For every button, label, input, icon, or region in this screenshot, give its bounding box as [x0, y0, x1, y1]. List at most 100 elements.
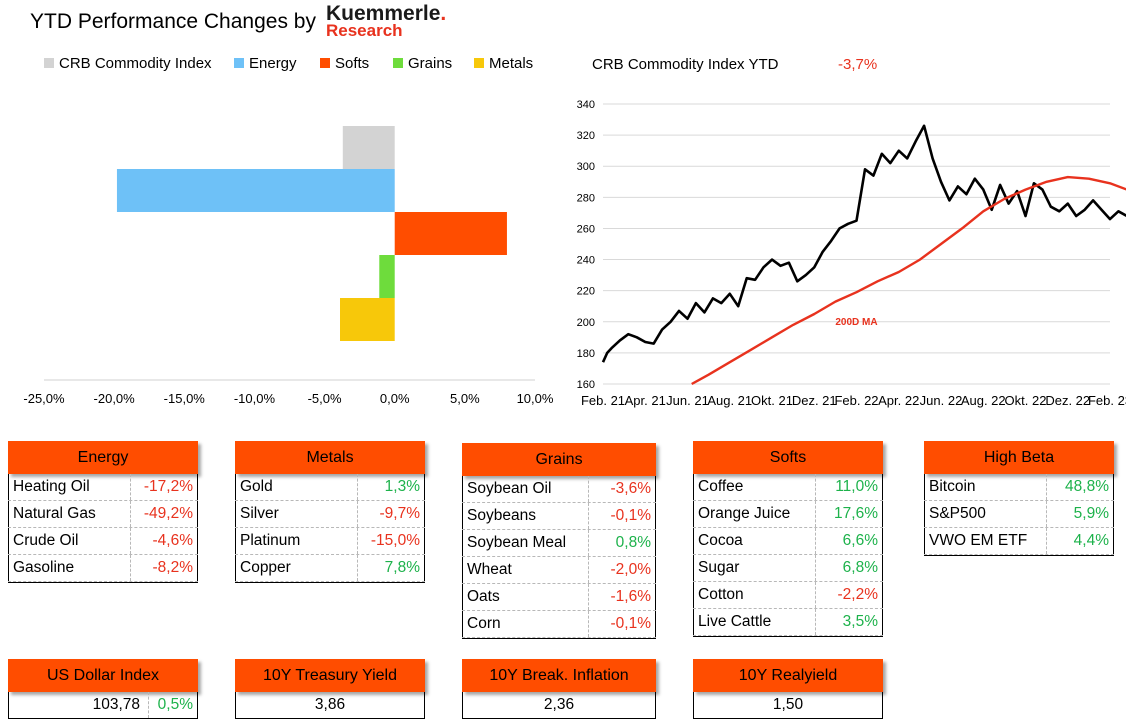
- row-name: VWO EM ETF: [924, 528, 1047, 554]
- crb-ytd-value: -3,7%: [838, 56, 878, 73]
- indicator-header: 10Y Treasury Yield: [235, 659, 425, 692]
- indicator-header: 10Y Realyield: [693, 659, 883, 692]
- row-value: -15,0%: [358, 528, 425, 554]
- metals-table: Metals Gold 1,3% Silver -9,7% Platinum -15,0%…: [235, 441, 425, 583]
- row-value: -17,2%: [131, 474, 198, 500]
- row-name: S&P500: [924, 501, 1047, 527]
- table-row: Orange Juice 17,6%: [693, 501, 883, 528]
- logo-line1: Kuemmerle: [326, 2, 441, 25]
- row-value: 1,3%: [358, 474, 425, 500]
- row-name: Live Cattle: [693, 609, 816, 635]
- table-row: Wheat -2,0%: [462, 557, 656, 584]
- row-name: Gasoline: [8, 555, 131, 581]
- table-row: Copper 7,8%: [235, 555, 425, 582]
- legend-swatch: [320, 58, 330, 68]
- row-name: Natural Gas: [8, 501, 131, 527]
- row-name: Cocoa: [693, 528, 816, 554]
- brand-logo: Kuemmerle. Research: [326, 2, 447, 40]
- energy-table: Energy Heating Oil -17,2% Natural Gas -49,2…: [8, 441, 198, 583]
- x-tick-label: Jun. 22: [920, 393, 963, 408]
- row-value: 5,9%: [1047, 501, 1114, 527]
- row-name: Cotton: [693, 582, 816, 608]
- row-name: Oats: [462, 584, 589, 610]
- row-value: 7,8%: [358, 555, 425, 581]
- table-row: Cocoa 6,6%: [693, 528, 883, 555]
- table-row: Soybean Meal 0,8%: [462, 530, 656, 557]
- indicator-value: 1,50: [772, 696, 804, 713]
- logo-line2: Research: [326, 21, 403, 40]
- bar-metals: [340, 298, 395, 341]
- x-tick-label: Feb. 22: [834, 393, 878, 408]
- table-row: Gold 1,3%: [235, 474, 425, 501]
- x-tick-label: Okt. 21: [751, 393, 793, 408]
- crb-ytd-label: CRB Commodity Index YTD: [592, 56, 779, 73]
- row-name: Crude Oil: [8, 528, 131, 554]
- ma200-line: [691, 175, 1126, 386]
- x-tick-label: Feb. 23: [1088, 393, 1126, 408]
- row-value: -4,6%: [131, 528, 198, 554]
- legend-item-grains: Grains: [393, 55, 452, 72]
- legend-swatch: [474, 58, 484, 68]
- indicator-value: 3,86: [314, 696, 346, 713]
- x-tick-label: Okt. 22: [1005, 393, 1047, 408]
- y-tick-label: 220: [577, 286, 595, 298]
- row-value: -2,0%: [589, 557, 656, 583]
- table-row: Gasoline -8,2%: [8, 555, 198, 582]
- x-tick-label: -5,0%: [308, 391, 342, 406]
- table-row: Crude Oil -4,6%: [8, 528, 198, 555]
- x-tick-label: -15,0%: [164, 391, 206, 406]
- table-rows: Soybean Oil -3,6% Soybeans -0,1% Soybean Mea…: [462, 476, 656, 639]
- x-tick-label: Dez. 21: [792, 393, 837, 408]
- row-name: Gold: [235, 474, 358, 500]
- table-row: Natural Gas -49,2%: [8, 501, 198, 528]
- row-value: -1,6%: [589, 584, 656, 610]
- bar-energy: [116, 169, 395, 212]
- grains-table: Grains Soybean Oil -3,6% Soybeans -0,1% Soyb…: [462, 443, 656, 639]
- indicator-value: 103,78: [9, 692, 149, 718]
- table-row: Bitcoin 48,8%: [924, 474, 1114, 501]
- row-value: 48,8%: [1047, 474, 1114, 500]
- table-header: Metals: [235, 441, 425, 474]
- x-tick-label: -10,0%: [234, 391, 276, 406]
- y-tick-label: 200: [577, 317, 595, 329]
- indicator-header: 10Y Break. Inflation: [462, 659, 656, 692]
- legend-item-crb: CRB Commodity Index: [44, 55, 212, 72]
- legend-item-softs: Softs: [320, 55, 369, 72]
- y-tick-label: 300: [577, 161, 595, 173]
- row-value: -3,6%: [589, 476, 656, 502]
- treasury-yield-box: 10Y Treasury Yield 3,86: [235, 659, 425, 719]
- y-tick-label: 340: [577, 99, 595, 111]
- realyield-box: 10Y Realyield 1,50: [693, 659, 883, 719]
- highbeta-table: High Beta Bitcoin 48,8% S&P500 5,9% VWO EM E…: [924, 441, 1114, 556]
- table-row: S&P500 5,9%: [924, 501, 1114, 528]
- row-name: Copper: [235, 555, 358, 581]
- x-tick-label: 0,0%: [380, 391, 410, 406]
- y-tick-label: 280: [577, 192, 595, 204]
- y-tick-label: 240: [577, 255, 595, 267]
- legend-swatch: [393, 58, 403, 68]
- row-name: Sugar: [693, 555, 816, 581]
- x-tick-label: Aug. 21: [707, 393, 752, 408]
- row-value: 4,4%: [1047, 528, 1114, 554]
- table-row: Soybean Oil -3,6%: [462, 476, 656, 503]
- y-tick-label: 320: [577, 130, 595, 142]
- row-name: Bitcoin: [924, 474, 1047, 500]
- table-row: Oats -1,6%: [462, 584, 656, 611]
- softs-table: Softs Coffee 11,0% Orange Juice 17,6% Cocoa 6…: [693, 441, 883, 637]
- x-tick-label: -20,0%: [94, 391, 136, 406]
- table-row: Cotton -2,2%: [693, 582, 883, 609]
- table-row: Platinum -15,0%: [235, 528, 425, 555]
- row-name: Wheat: [462, 557, 589, 583]
- x-tick-label: -25,0%: [23, 391, 65, 406]
- row-value: 11,0%: [816, 474, 883, 500]
- row-value: 0,8%: [589, 530, 656, 556]
- x-tick-label: Apr. 22: [878, 393, 919, 408]
- y-tick-label: 180: [577, 348, 595, 360]
- row-value: -9,7%: [358, 501, 425, 527]
- table-row: Soybeans -0,1%: [462, 503, 656, 530]
- crb-index-line: [601, 124, 1126, 363]
- row-value: 6,8%: [816, 555, 883, 581]
- row-name: Heating Oil: [8, 474, 131, 500]
- row-value: -8,2%: [131, 555, 198, 581]
- table-row: Coffee 11,0%: [693, 474, 883, 501]
